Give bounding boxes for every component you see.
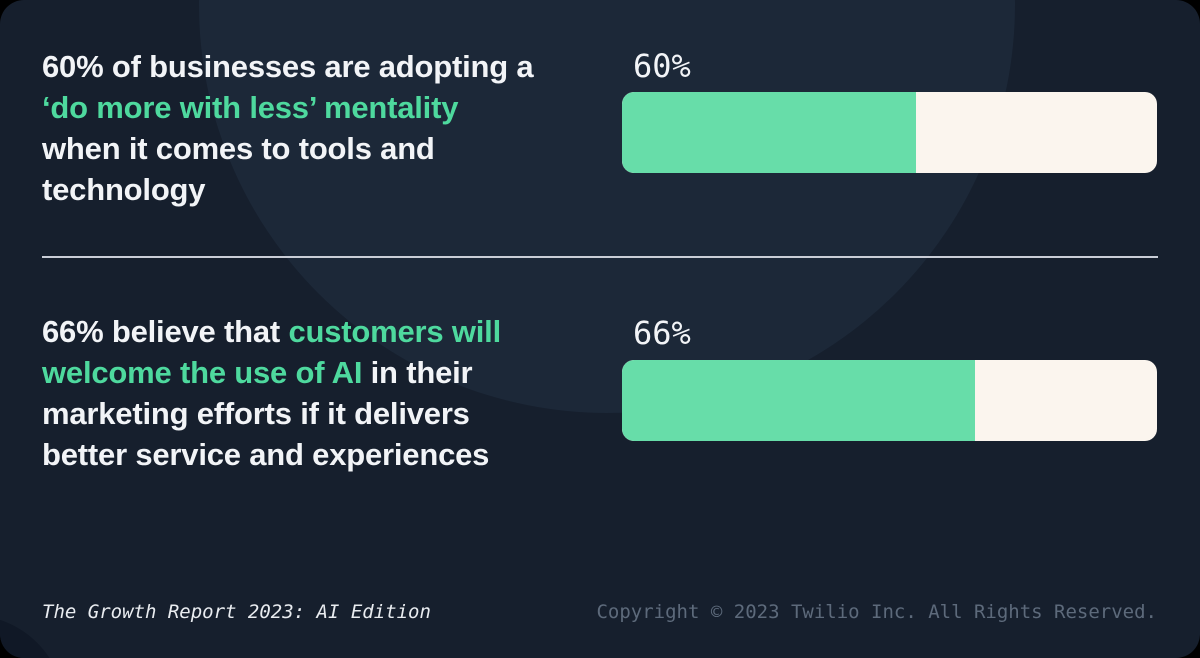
- stat-2-bar-fill: [622, 360, 976, 441]
- copyright-notice: Copyright © 2023 Twilio Inc. All Rights …: [596, 601, 1157, 623]
- stat-2-bar-track: [622, 360, 1157, 441]
- stat-2-bar-value-label: 66%: [633, 314, 691, 352]
- section-divider: [42, 256, 1158, 258]
- stat-1-bar-track: [622, 92, 1157, 173]
- stat-1-bar-fill: [622, 92, 917, 173]
- stat-2-statement: 66% believe that customers will welcome t…: [42, 314, 501, 472]
- stat-1-bar-value-label: 60%: [633, 47, 691, 85]
- report-title: The Growth Report 2023: AI Edition: [42, 601, 431, 623]
- stat-1-statement: 60% of businesses are adopting a ‘do more…: [42, 49, 534, 207]
